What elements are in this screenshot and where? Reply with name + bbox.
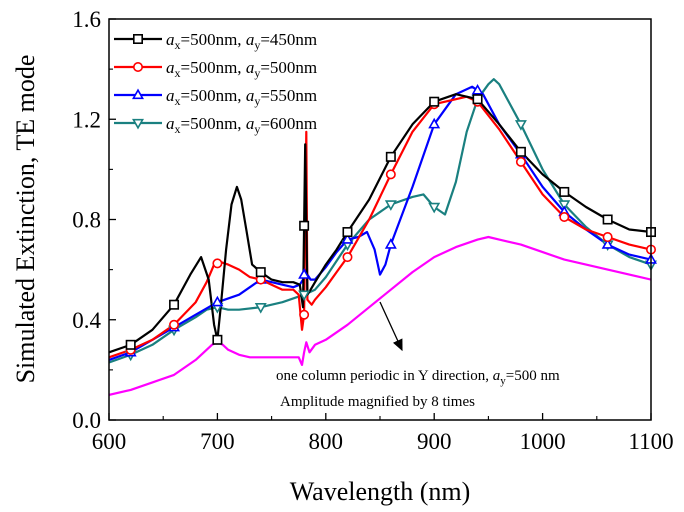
y-tick-label: 0.0 (72, 408, 101, 433)
y-tick-labels: 0.0 0.4 0.8 1.2 1.6 (72, 7, 101, 433)
series-1-marker (342, 227, 353, 238)
legend-label: ax=500nm, ay=500nm (166, 58, 317, 80)
series-4-marker (298, 290, 311, 302)
marker-layer (124, 83, 657, 362)
series-2-marker (559, 211, 570, 222)
series-3-marker (341, 233, 354, 244)
legend-label-part: a (166, 58, 175, 77)
series-1-marker (472, 94, 483, 105)
legend-label: ax=500nm, ay=550nm (166, 86, 317, 108)
legend-marker (133, 33, 144, 44)
series-3-marker (298, 268, 311, 279)
legend-entry-1: ax=500nm, ay=450nm (114, 30, 317, 52)
series-2-marker (385, 169, 396, 180)
annotation-arrow (379, 301, 403, 352)
series-1-marker (559, 186, 570, 197)
series-2-marker (212, 258, 223, 269)
legend-label-part: =500nm, (181, 114, 246, 133)
series-line-1 (109, 93, 651, 354)
y-axis-title: Simulated Extinction, TE mode (11, 55, 40, 384)
x-tick-labels: 600 700 800 900 1000 1100 (92, 429, 674, 454)
legend-label-part: x (175, 122, 181, 136)
legend-label-part: =550nm (260, 86, 317, 105)
series-3-marker (384, 238, 397, 249)
x-tick-label: 1100 (628, 429, 673, 454)
x-tick-label: 1000 (520, 429, 566, 454)
series-3-marker (211, 295, 224, 307)
annotation-line-1: one column periodic in Y direction, ay=5… (276, 368, 560, 387)
legend-label-part: x (175, 94, 181, 108)
annotation-line-1-sub: y (500, 375, 506, 387)
legend-label-part: =500nm, (181, 58, 246, 77)
legend-entry-3: ax=500nm, ay=550nm (114, 86, 317, 108)
legend-label-part: y (254, 66, 260, 80)
x-tick-label: 900 (417, 429, 452, 454)
legend-label-part: a (246, 58, 255, 77)
annotation-line-1-prefix: one column periodic in Y direction, (276, 368, 493, 384)
series-1-marker (212, 334, 223, 345)
annotation-line-1-suffix: =500 nm (506, 368, 560, 384)
series-1-marker (602, 214, 613, 225)
legend-label-part: a (246, 86, 255, 105)
y-tick-label: 1.6 (72, 7, 101, 32)
series-1-marker (299, 220, 310, 231)
legend-label-part: a (166, 30, 175, 49)
legend-label-part: x (175, 66, 181, 80)
series-2-marker (169, 319, 180, 330)
legend-label-part: =500nm, (181, 30, 246, 49)
y-tick-label: 0.4 (72, 308, 101, 333)
series-2-marker (515, 156, 526, 167)
annotation-line-2: Amplitude magnified by 8 times (280, 394, 475, 410)
series-1-marker (429, 96, 440, 107)
legend-marker (133, 61, 144, 72)
x-axis-title: Wavelength (nm) (290, 477, 471, 506)
series-4-marker (514, 120, 527, 131)
y-tick-label: 1.2 (72, 107, 101, 132)
series-3-marker (428, 117, 441, 129)
series-4-marker (558, 200, 571, 211)
x-tick-label: 600 (92, 429, 127, 454)
legend-label-part: a (166, 86, 175, 105)
series-4-marker (254, 303, 267, 314)
legend-entry-2: ax=500nm, ay=500nm (114, 58, 317, 80)
y-tick-label: 0.8 (72, 208, 101, 233)
series-4-marker (384, 200, 397, 211)
series-4-marker (428, 202, 441, 214)
legend-label: ax=500nm, ay=600nm (166, 114, 317, 136)
legend-marker (132, 118, 144, 130)
legend-label: ax=500nm, ay=450nm (166, 30, 317, 52)
series-3-marker (601, 238, 614, 249)
series-1-marker (385, 151, 396, 162)
series-1-marker (255, 267, 266, 278)
legend-entry-4: ax=500nm, ay=600nm (114, 114, 317, 136)
legend-label-part: a (246, 114, 255, 133)
legend-marker (132, 88, 144, 100)
series-2-marker (299, 309, 310, 320)
legend-label-part: x (175, 38, 181, 52)
series-1-marker (169, 299, 180, 310)
series-2-marker (602, 232, 613, 243)
legend-label-part: =600nm (260, 114, 317, 133)
legend-label-part: =450nm (260, 30, 317, 49)
legend-label-part: a (246, 30, 255, 49)
x-tick-label: 700 (200, 429, 235, 454)
legend-label-part: =500nm (260, 58, 317, 77)
tick-layer (108, 18, 652, 421)
legend-label-part: =500nm, (181, 86, 246, 105)
x-tick-label: 800 (309, 429, 344, 454)
series-2-marker (342, 252, 353, 263)
legend-label-part: a (166, 114, 175, 133)
legend-label-part: y (254, 38, 260, 52)
series-1-marker (515, 146, 526, 157)
series-3-marker (471, 83, 484, 95)
legend-label-part: y (254, 94, 260, 108)
legend-label-part: y (254, 122, 260, 136)
series-1-marker (125, 339, 136, 350)
series-line-5 (109, 235, 651, 396)
annotation-line-1-var: a (493, 368, 501, 384)
